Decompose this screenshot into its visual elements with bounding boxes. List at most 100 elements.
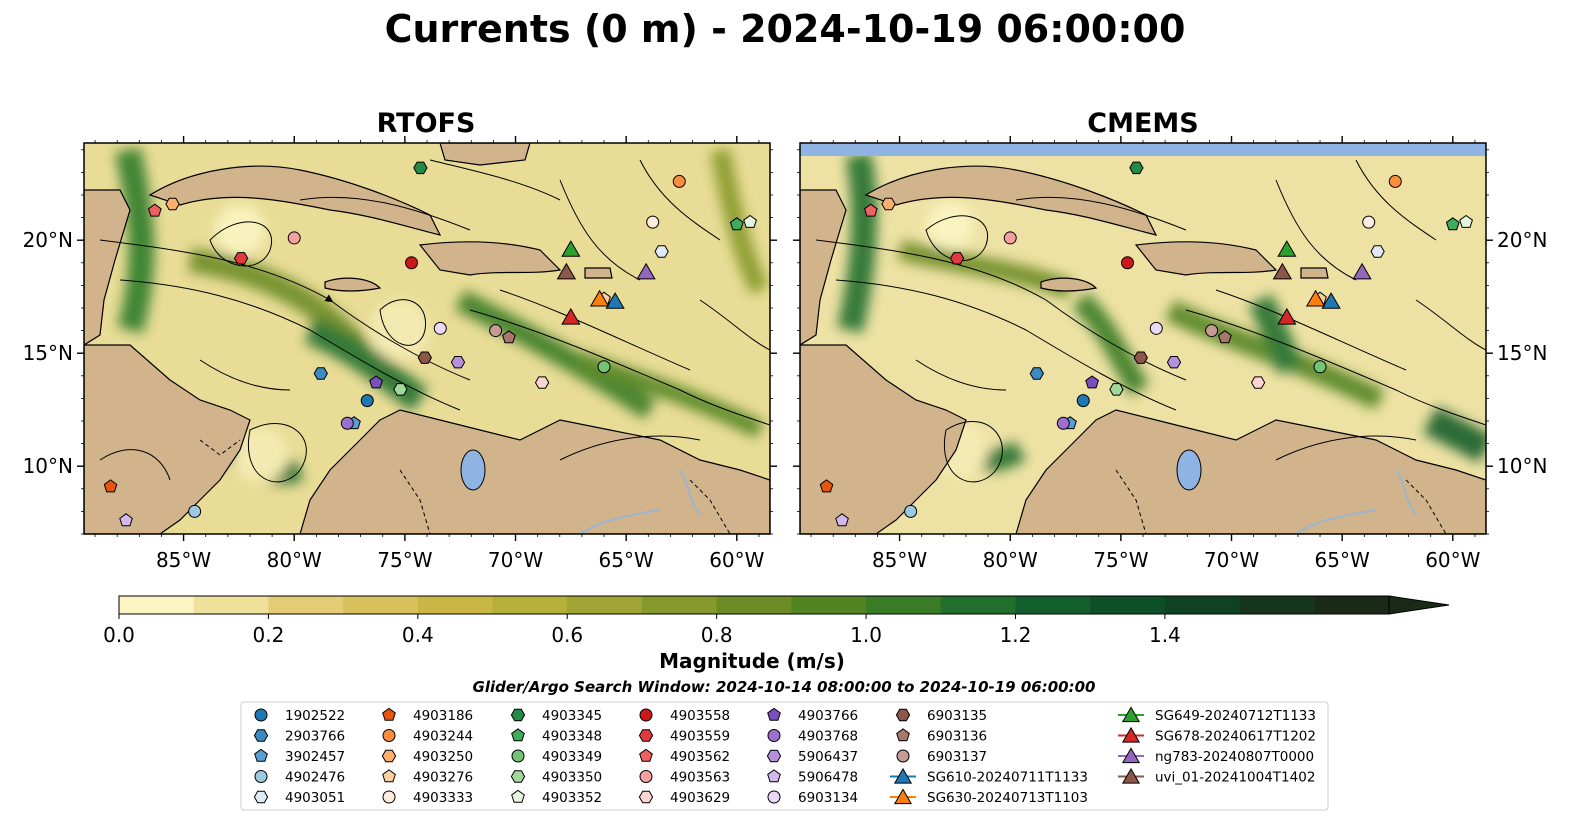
lon-tick-label: 70°W bbox=[1204, 548, 1259, 572]
lake-maracaibo bbox=[1176, 449, 1202, 491]
observation-marker bbox=[1272, 262, 1293, 280]
legend-marker bbox=[896, 749, 910, 763]
legend-marker bbox=[639, 708, 653, 722]
observation-marker bbox=[1352, 262, 1372, 280]
legend-label: SG678-20240617T1202 bbox=[1155, 729, 1316, 745]
panel-title-cmems: CMEMS bbox=[1087, 108, 1198, 139]
land-jamaica bbox=[1040, 277, 1098, 292]
legend-marker bbox=[767, 707, 781, 721]
legend-label: uvi_01-20241004T1402 bbox=[1155, 770, 1315, 786]
observation-marker bbox=[646, 215, 660, 229]
streamline bbox=[299, 196, 471, 231]
observation-marker bbox=[1218, 330, 1232, 344]
legend-entry: 6903134 bbox=[767, 790, 858, 806]
land-puerto-rico bbox=[584, 267, 613, 279]
legend-marker bbox=[1121, 767, 1141, 784]
colorbar-label: Magnitude (m/s) bbox=[659, 649, 845, 673]
legend-label: 5906437 bbox=[798, 749, 858, 765]
streamline bbox=[499, 289, 691, 371]
colorbar-tick-label: 1.2 bbox=[1000, 623, 1032, 647]
observation-marker bbox=[1321, 292, 1341, 309]
streamline bbox=[209, 221, 273, 267]
observations-cmems bbox=[819, 161, 1473, 527]
observations-rtofs bbox=[103, 161, 757, 527]
land-central-america bbox=[800, 189, 847, 346]
legend-entry: SG610-20240711T1133 bbox=[890, 767, 1088, 786]
legend-label: 4903244 bbox=[413, 729, 473, 745]
observation-marker bbox=[450, 356, 466, 369]
observation-marker bbox=[313, 367, 328, 380]
streamline bbox=[925, 215, 989, 261]
legend-label: 4903563 bbox=[670, 770, 730, 786]
colorbar-tick-label: 1.0 bbox=[850, 623, 882, 647]
legend-marker bbox=[511, 728, 525, 742]
legend-label: 4903348 bbox=[542, 729, 602, 745]
colorbar-segment bbox=[791, 596, 867, 614]
colorbar-tick-label: 0.0 bbox=[103, 623, 135, 647]
streamline bbox=[1415, 299, 1486, 351]
legend-label: 6903134 bbox=[798, 790, 858, 806]
legend-label: 4903186 bbox=[413, 708, 473, 724]
legend-entry: 4903349 bbox=[511, 749, 602, 765]
streamline bbox=[1275, 179, 1357, 281]
lon-tick-label: 60°W bbox=[709, 548, 764, 572]
land-hispaniola bbox=[1134, 241, 1278, 276]
figure-title: Currents (0 m) - 2024-10-19 06:00:00 bbox=[385, 7, 1186, 51]
legend-entry: 4903244 bbox=[382, 729, 473, 745]
search-window-caption: Glider/Argo Search Window: 2024-10-14 08… bbox=[473, 678, 1096, 696]
legend-entry: 4903559 bbox=[638, 729, 730, 745]
legend-marker bbox=[381, 749, 397, 763]
lon-tick-label: 85°W bbox=[156, 548, 211, 572]
lat-tick-label: 15°N bbox=[1497, 341, 1547, 365]
observation-marker bbox=[393, 383, 408, 396]
border-line bbox=[199, 439, 241, 456]
streamlines bbox=[99, 159, 770, 483]
legend-label: 4903250 bbox=[413, 749, 473, 765]
observation-marker bbox=[340, 416, 354, 430]
legend-marker bbox=[767, 769, 781, 783]
lon-tick-label: 80°W bbox=[983, 548, 1038, 572]
streamline bbox=[815, 239, 1187, 381]
streamlines bbox=[815, 159, 1486, 483]
legend-marker bbox=[638, 729, 654, 742]
legend-entry: 4903563 bbox=[639, 770, 730, 786]
legend-entry: 4903051 bbox=[253, 790, 345, 806]
colorbar-segment bbox=[641, 596, 718, 614]
observation-marker bbox=[636, 262, 656, 280]
land-masses bbox=[800, 165, 1486, 534]
observation-marker bbox=[1109, 383, 1124, 396]
legend-marker bbox=[382, 729, 396, 742]
legend-frame bbox=[240, 701, 1329, 811]
observation-marker bbox=[1277, 307, 1297, 325]
legend-marker bbox=[382, 707, 396, 721]
observation-marker bbox=[147, 203, 162, 217]
streamline bbox=[639, 159, 721, 241]
legend-entry: 4903333 bbox=[382, 790, 473, 806]
observation-marker bbox=[1149, 321, 1163, 335]
colorbar-tick-label: 0.2 bbox=[253, 623, 285, 647]
legend-marker bbox=[253, 790, 269, 804]
legend-marker bbox=[767, 790, 781, 804]
legend-marker bbox=[382, 790, 396, 804]
legend-label: 4903349 bbox=[542, 749, 602, 765]
legend-marker bbox=[896, 728, 910, 742]
observation-marker bbox=[1129, 161, 1144, 175]
colorbar-segment bbox=[1015, 596, 1091, 614]
colorbar-tick-label: 0.6 bbox=[551, 623, 583, 647]
legend-entry: 4903276 bbox=[382, 769, 473, 786]
legend-label: 2903766 bbox=[285, 729, 345, 745]
legend-marker bbox=[254, 748, 268, 762]
observation-marker bbox=[1313, 360, 1327, 374]
streamline bbox=[915, 359, 1007, 391]
legend: 1902522 2903766 3902457 4902476 4903051 49031… bbox=[240, 701, 1329, 811]
legend-label: 6903135 bbox=[927, 708, 987, 724]
colorbar-segment bbox=[567, 596, 643, 614]
observation-marker bbox=[103, 479, 118, 493]
legend-entry: uvi_01-20241004T1402 bbox=[1118, 767, 1315, 786]
observation-marker bbox=[672, 174, 686, 188]
colorbar-tick-label: 0.8 bbox=[701, 623, 733, 647]
legend-label: 4903766 bbox=[798, 708, 858, 724]
observation-marker bbox=[369, 375, 383, 389]
map-panel-rtofs bbox=[83, 142, 771, 535]
